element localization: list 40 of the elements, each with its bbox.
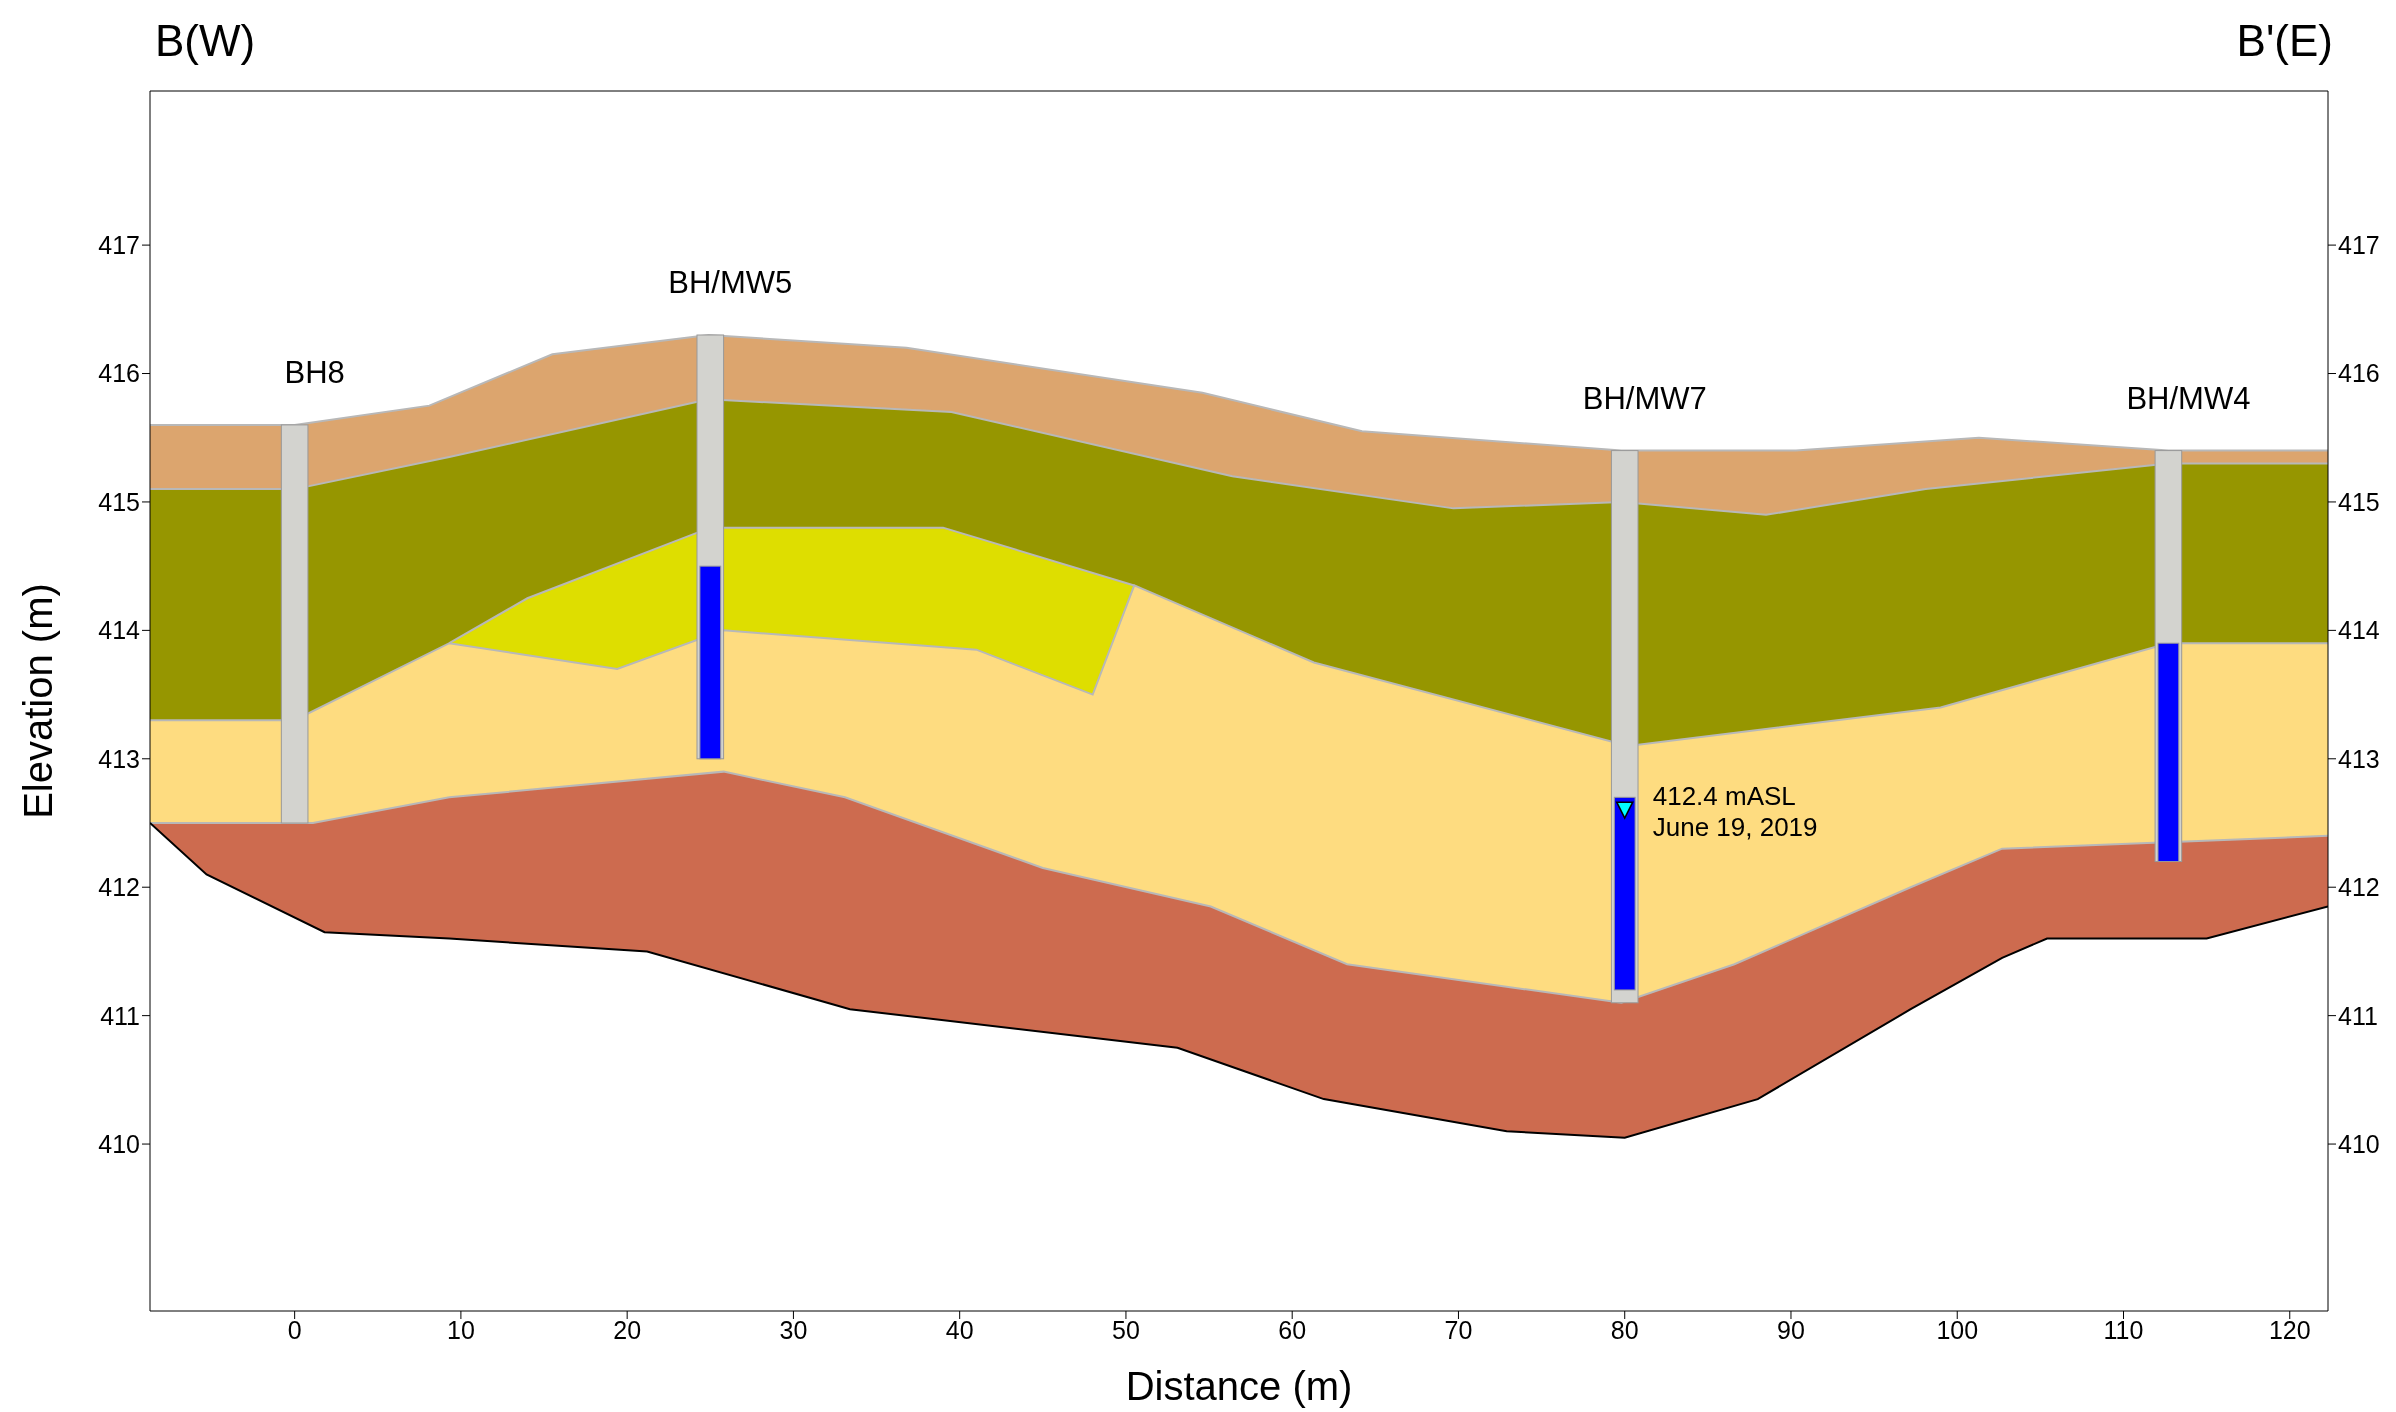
bar <box>1613 796 1636 991</box>
bar <box>280 424 309 824</box>
y-tick-label: 416 <box>98 359 140 388</box>
x-tick-label: 40 <box>945 1315 974 1344</box>
y-tick-label: 415 <box>98 487 140 516</box>
annotation: BH/MW7 <box>1582 380 1707 417</box>
y-tick-label: 414 <box>98 616 141 645</box>
x-tick-label: 20 <box>613 1315 642 1344</box>
annotation: 412.4 mASL June 19, 2019 <box>1652 780 1818 843</box>
y-axis-title: Elevation (m) <box>16 583 61 819</box>
x-tick-label: 80 <box>1610 1315 1639 1344</box>
y2-tick-label: 412 <box>2338 873 2380 902</box>
y-tick-label: 412 <box>98 873 140 902</box>
x-tick-label: 30 <box>779 1315 808 1344</box>
y2-tick-label: 413 <box>2338 744 2380 773</box>
x-tick-label: 50 <box>1112 1315 1140 1344</box>
x-tick-label: 100 <box>1936 1315 1979 1344</box>
x-tick-label: 10 <box>447 1315 475 1344</box>
y2-tick-label: 416 <box>2338 359 2380 388</box>
y-tick-label: 411 <box>100 1001 140 1030</box>
text: B(W) <box>155 16 256 66</box>
annotation: BH/MW5 <box>668 265 793 301</box>
x-tick-label: 60 <box>1278 1315 1307 1344</box>
text: B'(E) <box>2236 16 2333 66</box>
y-tick-label: 413 <box>98 744 140 773</box>
x-tick-label: 90 <box>1777 1315 1805 1344</box>
x-tick-label: 110 <box>2103 1315 2144 1344</box>
annotation: BH8 <box>284 354 345 391</box>
annotation: BH/MW4 <box>2126 380 2251 417</box>
y-tick-label: 410 <box>98 1129 140 1158</box>
x-axis-title: Distance (m) <box>1125 1364 1353 1408</box>
x-tick-label: 0 <box>287 1315 302 1344</box>
y2-tick-label: 415 <box>2338 487 2380 516</box>
x-tick-label: 70 <box>1444 1315 1473 1344</box>
y2-tick-label: 417 <box>2338 230 2380 259</box>
y2-tick-label: 414 <box>2338 616 2380 645</box>
y-tick-label: 417 <box>98 230 140 259</box>
y2-tick-label: 410 <box>2338 1129 2380 1158</box>
y2-tick-label: 411 <box>2338 1001 2378 1030</box>
x-tick-label: 120 <box>2268 1315 2311 1344</box>
